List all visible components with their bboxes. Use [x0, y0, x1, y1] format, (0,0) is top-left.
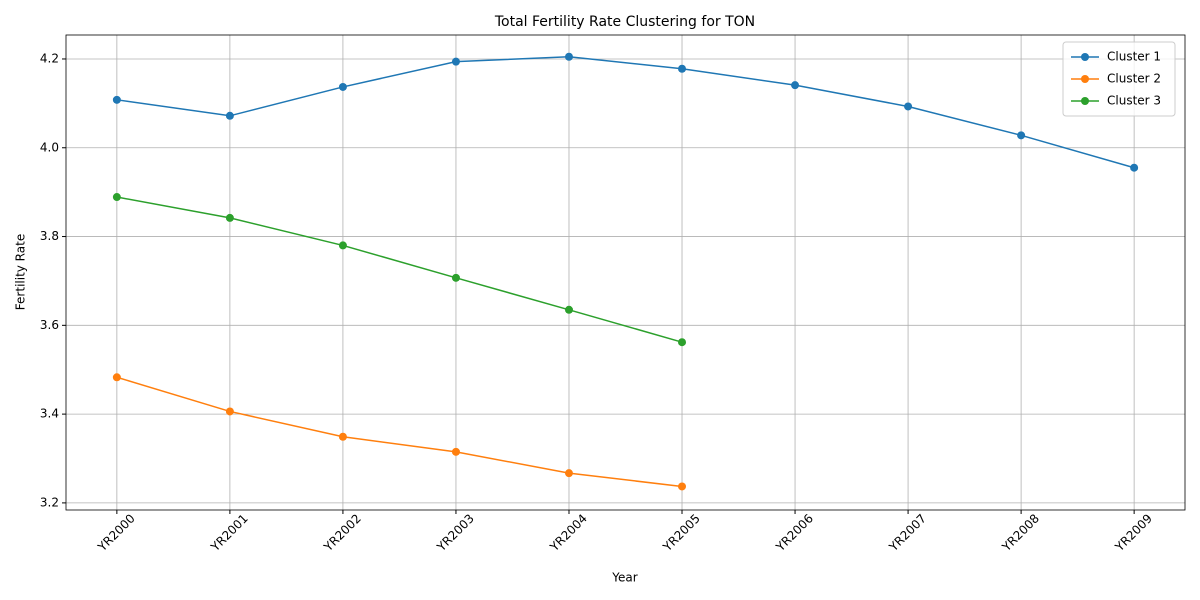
- point: [338, 82, 347, 91]
- series-line: [116, 196, 683, 343]
- point: [564, 469, 573, 478]
- legend-label: Cluster 1: [1107, 50, 1161, 64]
- point: [678, 482, 687, 491]
- point: [225, 407, 234, 416]
- legend-box: [1062, 41, 1176, 117]
- point: [338, 241, 347, 250]
- y-tick-label: 4.2: [40, 51, 59, 65]
- y-tick-label: 3.4: [40, 407, 59, 421]
- point: [225, 111, 234, 120]
- point: [1017, 131, 1026, 140]
- point: [451, 57, 460, 66]
- y-tick-label: 3.8: [40, 229, 59, 243]
- y-tick-label: 3.2: [40, 495, 59, 509]
- point: [451, 273, 460, 282]
- point: [564, 52, 573, 61]
- point: [904, 102, 913, 111]
- point: [678, 64, 687, 73]
- y-axis-label: Fertility Rate: [14, 234, 28, 310]
- legend-marker: [1081, 53, 1089, 61]
- legend-marker: [1081, 75, 1089, 83]
- x-axis-label: Year: [611, 571, 637, 585]
- y-tick-label: 4.0: [40, 140, 59, 154]
- legend-marker: [1081, 97, 1089, 105]
- point: [678, 338, 687, 347]
- legend-label: Cluster 2: [1107, 72, 1161, 86]
- legend-label: Cluster 3: [1107, 94, 1161, 108]
- plot-frame: [65, 34, 1186, 511]
- series-line: [116, 56, 1135, 169]
- point: [112, 373, 121, 382]
- point: [112, 193, 121, 202]
- point: [564, 305, 573, 314]
- series-line: [116, 376, 683, 488]
- point: [791, 81, 800, 90]
- y-tick-label: 3.6: [40, 318, 59, 332]
- point: [225, 213, 234, 222]
- point: [451, 447, 460, 456]
- point: [338, 432, 347, 441]
- chart-title: Total Fertility Rate Clustering for TON: [494, 14, 755, 30]
- point: [1130, 163, 1139, 172]
- point: [112, 95, 121, 104]
